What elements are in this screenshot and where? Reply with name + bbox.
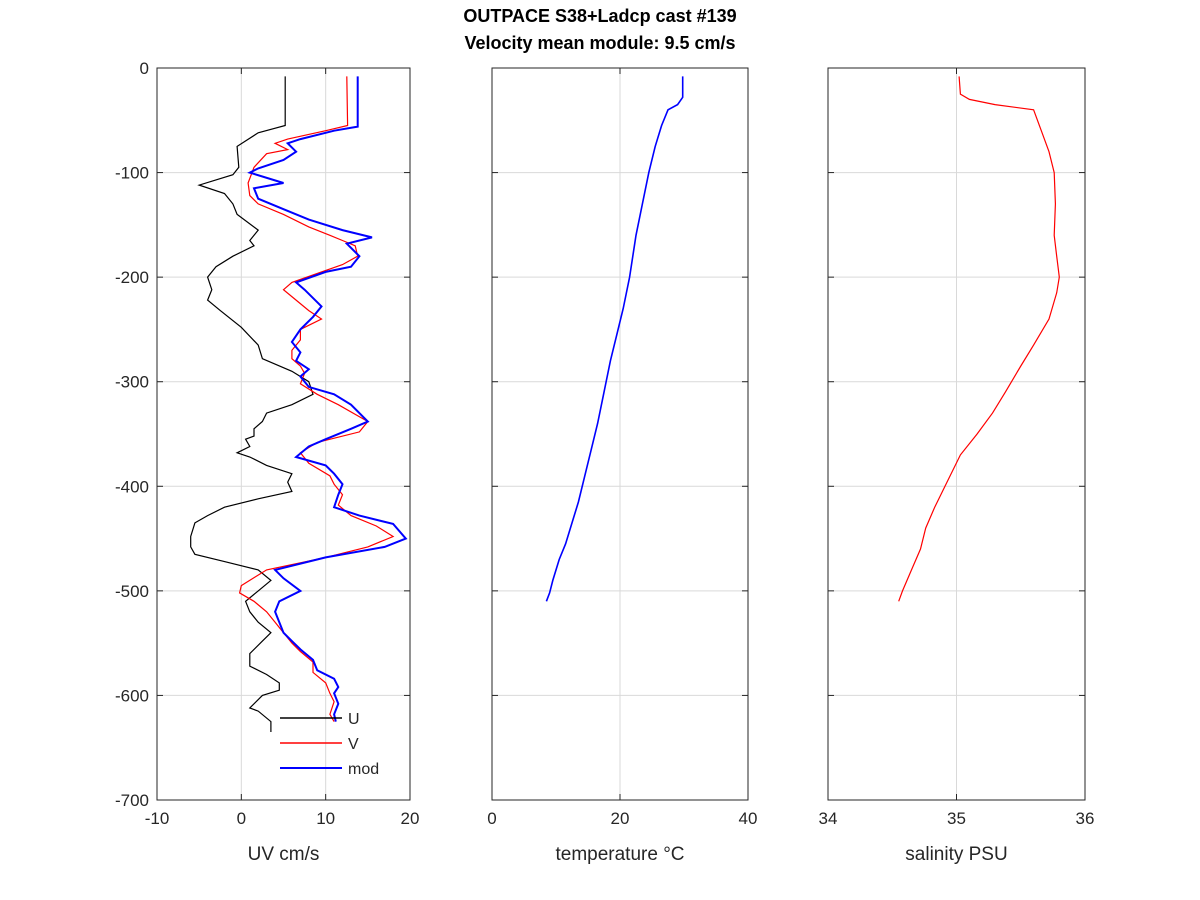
x-tick-label: 0 [237,809,246,828]
series-line-panel2 [545,76,684,602]
x-tick-label: -10 [145,809,170,828]
series-line-mod [247,76,408,722]
series-line-V [238,76,395,722]
y-tick-label: -300 [115,373,149,392]
x-tick-label: 10 [316,809,335,828]
legend-label-V: V [348,736,359,753]
y-tick-label: 0 [140,59,149,78]
y-tick-label: -700 [115,791,149,810]
x-tick-label: 20 [611,809,630,828]
x-tick-label: 36 [1076,809,1095,828]
x-axis-label: UV cm/s [248,844,320,865]
x-axis-label: salinity PSU [905,844,1007,865]
chart-title-line2: Velocity mean module: 9.5 cm/s [464,33,736,53]
y-tick-label: -400 [115,477,149,496]
x-axis-label: temperature °C [555,844,684,865]
legend-label-U: U [348,711,360,728]
x-tick-label: 20 [401,809,420,828]
x-tick-label: 34 [819,809,838,828]
series-line-U [190,76,314,732]
chart-title-line1: OUTPACE S38+Ladcp cast #139 [463,6,737,26]
y-tick-label: -500 [115,582,149,601]
x-tick-label: 40 [739,809,758,828]
series-line-panel3 [898,76,1060,602]
y-tick-label: -600 [115,686,149,705]
y-tick-label: -200 [115,268,149,287]
x-tick-label: 35 [947,809,966,828]
axes-box [156,67,411,801]
legend-label-mod: mod [348,761,379,778]
y-tick-label: -100 [115,164,149,183]
x-tick-label: 0 [487,809,496,828]
